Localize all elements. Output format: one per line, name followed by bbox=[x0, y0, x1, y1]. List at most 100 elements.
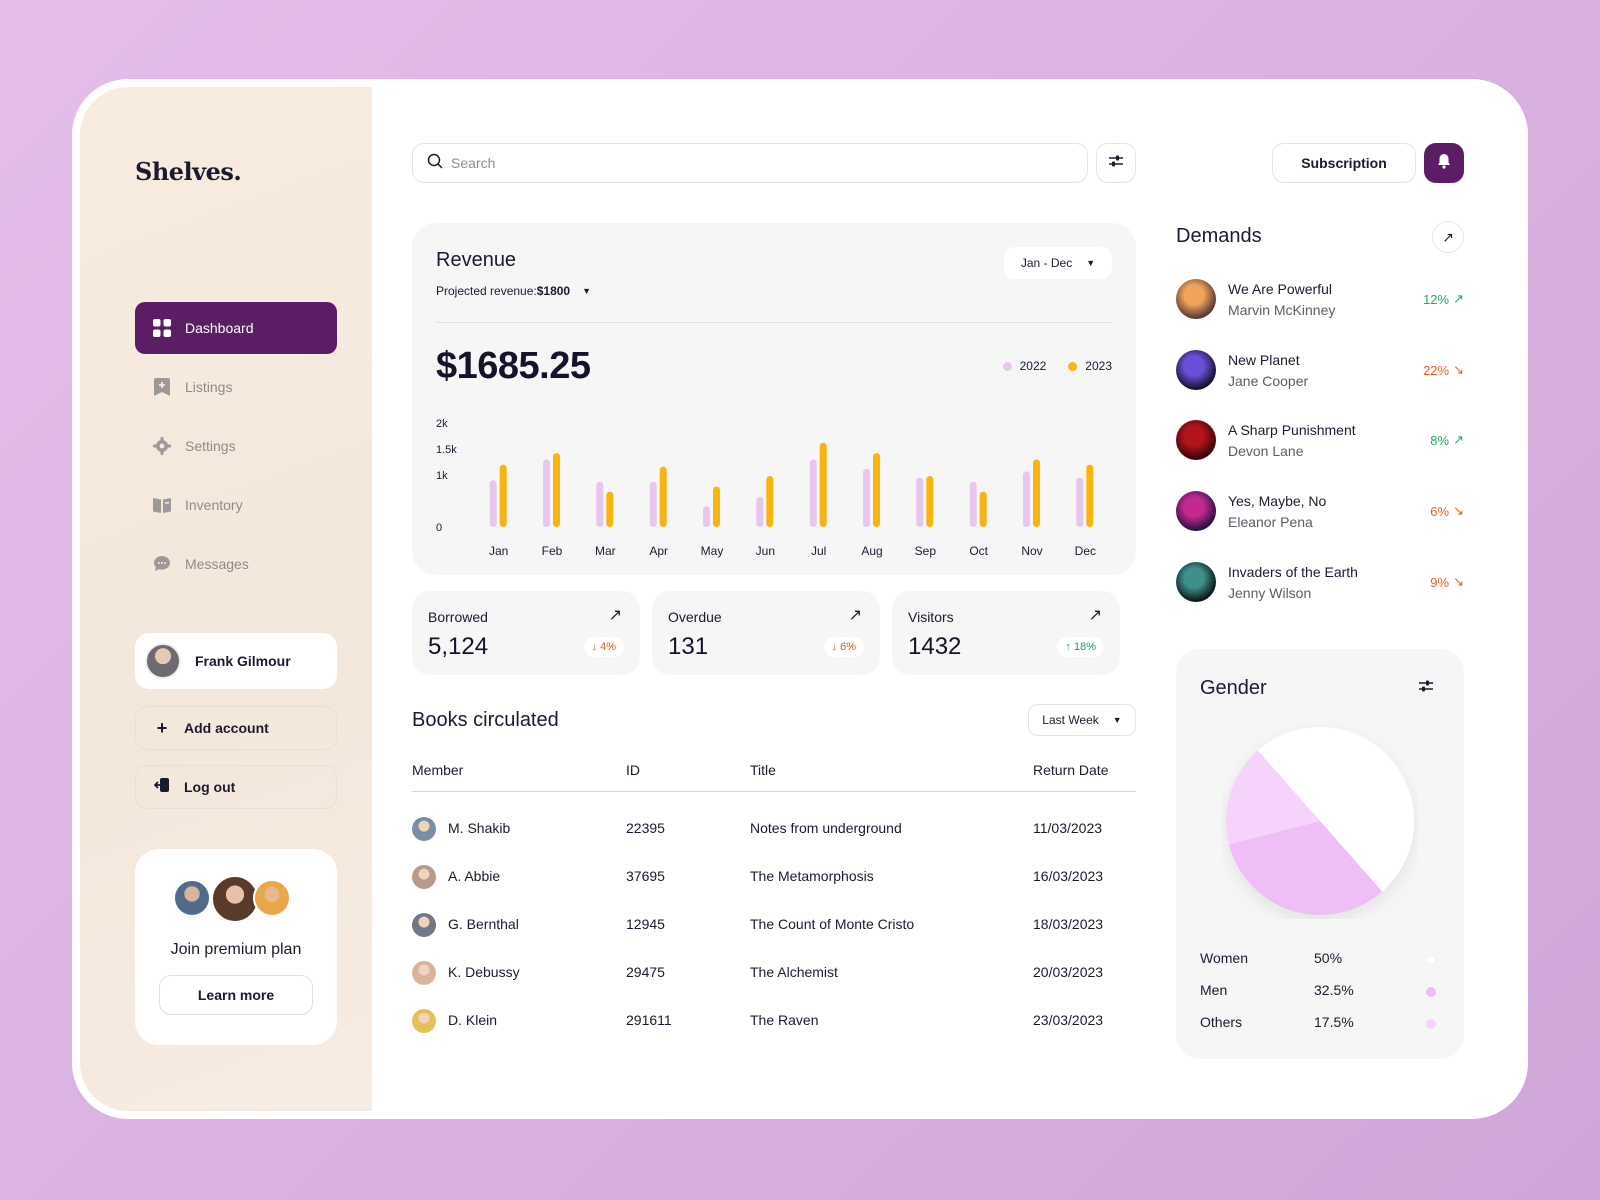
bar-2023-jul[interactable] bbox=[819, 442, 827, 527]
legend-dot bbox=[1068, 361, 1078, 371]
bar-2022-oct[interactable] bbox=[969, 481, 977, 527]
bar-2022-nov[interactable] bbox=[1023, 471, 1030, 527]
demand-item[interactable]: A Sharp Punishment Devon Lane 8% ↗ bbox=[1176, 420, 1464, 462]
bar-2022-jul[interactable] bbox=[809, 459, 817, 527]
subscription-button[interactable]: Subscription bbox=[1272, 143, 1416, 183]
demand-item[interactable]: We Are Powerful Marvin McKinney 12% ↗ bbox=[1176, 279, 1464, 321]
user-card[interactable]: Frank Gilmour bbox=[135, 633, 337, 689]
revenue-bar-chart: 0 1k 1.5k 2k Jan Feb Mar Apr May Jun Jul Aug Sep Oct N… bbox=[436, 418, 1096, 558]
x-tick-label: Feb bbox=[542, 544, 563, 558]
legend-dot bbox=[1002, 361, 1012, 371]
bar-2022-apr[interactable] bbox=[649, 481, 657, 527]
demand-pct: 8% bbox=[1430, 432, 1450, 448]
demand-item[interactable]: Yes, Maybe, No Eleanor Pena 6% ↘ bbox=[1176, 491, 1464, 533]
table-row[interactable]: D. Klein 291611 The Raven 23/03/2023 bbox=[412, 1005, 1136, 1035]
logout-button[interactable]: Log out bbox=[135, 765, 337, 809]
bar-2023-feb[interactable] bbox=[553, 453, 560, 527]
search-input[interactable] bbox=[451, 155, 1051, 171]
bar-2023-dec[interactable] bbox=[1086, 464, 1094, 527]
demand-book-title: We Are Powerful bbox=[1228, 281, 1333, 297]
bar-2022-jan[interactable] bbox=[489, 480, 497, 527]
table-row[interactable]: K. Debussy 29475 The Alchemist 20/03/202… bbox=[412, 957, 1136, 987]
pie-slice-others[interactable] bbox=[1226, 750, 1320, 845]
sliders-icon[interactable] bbox=[1418, 679, 1434, 698]
trend-down-icon: ↘ bbox=[1453, 503, 1464, 518]
avatar bbox=[145, 643, 181, 679]
logout-icon bbox=[153, 777, 170, 798]
arrow-up-right-icon[interactable]: ↗ bbox=[848, 607, 862, 624]
member-avatar bbox=[412, 817, 436, 841]
demand-item[interactable]: Invaders of the Earth Jenny Wilson 9% ↘ bbox=[1176, 562, 1464, 604]
nav-item-messages[interactable]: Messages bbox=[135, 538, 337, 590]
bar-2022-mar[interactable] bbox=[596, 481, 604, 527]
notifications-button[interactable] bbox=[1424, 143, 1464, 183]
stat-card-overdue[interactable]: Overdue ↗ 131 ↓ 6% bbox=[652, 591, 880, 675]
gender-label: Women bbox=[1200, 950, 1248, 966]
column-header-title[interactable]: Title bbox=[750, 762, 776, 778]
stat-label: Borrowed bbox=[428, 609, 488, 625]
table-row[interactable]: A. Abbie 37695 The Metamorphosis 16/03/2… bbox=[412, 861, 1136, 891]
search-bar[interactable] bbox=[412, 143, 1088, 183]
stat-card-borrowed[interactable]: Borrowed ↗ 5,124 ↓ 4% bbox=[412, 591, 640, 675]
column-header-member[interactable]: Member bbox=[412, 762, 464, 778]
bar-2022-dec[interactable] bbox=[1076, 477, 1084, 527]
legend-label: 2023 bbox=[1085, 359, 1112, 373]
nav-item-listings[interactable]: Listings bbox=[135, 361, 337, 413]
book-open-icon bbox=[153, 496, 171, 514]
demand-item[interactable]: New Planet Jane Cooper 22% ↘ bbox=[1176, 350, 1464, 392]
learn-more-button[interactable]: Learn more bbox=[159, 975, 313, 1015]
column-header-return-date[interactable]: Return Date bbox=[1033, 762, 1109, 778]
bar-2023-mar[interactable] bbox=[606, 491, 614, 527]
legend-label: 2022 bbox=[1019, 359, 1047, 373]
change-badge: ↓ 4% bbox=[583, 637, 624, 657]
bar-2023-jan[interactable] bbox=[499, 464, 507, 527]
stat-value: 131 bbox=[668, 633, 709, 660]
nav-item-inventory[interactable]: Inventory bbox=[135, 479, 337, 531]
bar-2023-sep[interactable] bbox=[926, 476, 934, 527]
return-date: 18/03/2023 bbox=[1033, 916, 1104, 932]
bar-2023-apr[interactable] bbox=[659, 466, 667, 527]
return-date: 20/03/2023 bbox=[1033, 964, 1104, 980]
bar-2023-jun[interactable] bbox=[766, 476, 774, 527]
book-cover bbox=[1176, 491, 1216, 531]
bar-2022-feb[interactable] bbox=[543, 459, 550, 527]
table-row[interactable]: G. Bernthal 12945 The Count of Monte Cri… bbox=[412, 909, 1136, 939]
column-header-id[interactable]: ID bbox=[626, 762, 640, 778]
logout-label: Log out bbox=[184, 779, 236, 795]
stat-card-visitors[interactable]: Visitors ↗ 1432 ↑ 18% bbox=[892, 591, 1120, 675]
revenue-amount: $1685.25 bbox=[436, 345, 591, 387]
table-header: Member ID Title Return Date bbox=[412, 762, 1136, 792]
bar-2022-may[interactable] bbox=[703, 506, 710, 527]
app-window: Shelves. Dashboard Listings Settings Inv… bbox=[72, 79, 1528, 1119]
gender-row-others: Others 17.5% bbox=[1200, 1014, 1440, 1034]
pie-slice-women[interactable] bbox=[1257, 727, 1414, 892]
return-date: 11/03/2023 bbox=[1033, 820, 1103, 836]
arrow-up-right-icon[interactable]: ↗ bbox=[1088, 607, 1102, 624]
demands-expand-button[interactable]: ↗ bbox=[1432, 221, 1464, 253]
period-dropdown[interactable]: Last Week ▼ bbox=[1028, 704, 1136, 736]
bar-2023-oct[interactable] bbox=[979, 491, 987, 527]
trend-up-icon: ↗ bbox=[1453, 291, 1464, 306]
filter-button[interactable] bbox=[1096, 143, 1136, 183]
nav-item-settings[interactable]: Settings bbox=[135, 420, 337, 472]
book-title: The Alchemist bbox=[750, 964, 838, 980]
bar-2023-may[interactable] bbox=[713, 486, 720, 527]
change-value: 4% bbox=[600, 641, 616, 653]
gender-row-women: Women 50% bbox=[1200, 950, 1440, 970]
arrow-up-right-icon[interactable]: ↗ bbox=[608, 607, 622, 624]
bar-2022-jun[interactable] bbox=[756, 496, 764, 527]
projected-revenue-dropdown[interactable]: Projected revenue: $1800 ▼ bbox=[436, 284, 591, 298]
pie-slice-men[interactable] bbox=[1228, 821, 1383, 915]
date-range-dropdown[interactable]: Jan - Dec ▼ bbox=[1004, 247, 1112, 279]
bar-2022-sep[interactable] bbox=[916, 477, 924, 527]
book-cover bbox=[1176, 420, 1216, 460]
add-account-button[interactable]: + Add account bbox=[135, 706, 337, 750]
nav-label: Listings bbox=[185, 379, 233, 395]
table-row[interactable]: M. Shakib 22395 Notes from underground 1… bbox=[412, 813, 1136, 843]
book-title: The Raven bbox=[750, 1012, 819, 1028]
bar-2022-aug[interactable] bbox=[863, 468, 870, 527]
nav-item-dashboard[interactable]: Dashboard bbox=[135, 302, 337, 354]
bar-2023-aug[interactable] bbox=[873, 453, 880, 527]
bar-2023-nov[interactable] bbox=[1033, 459, 1040, 527]
gender-value: 32.5% bbox=[1314, 982, 1354, 998]
